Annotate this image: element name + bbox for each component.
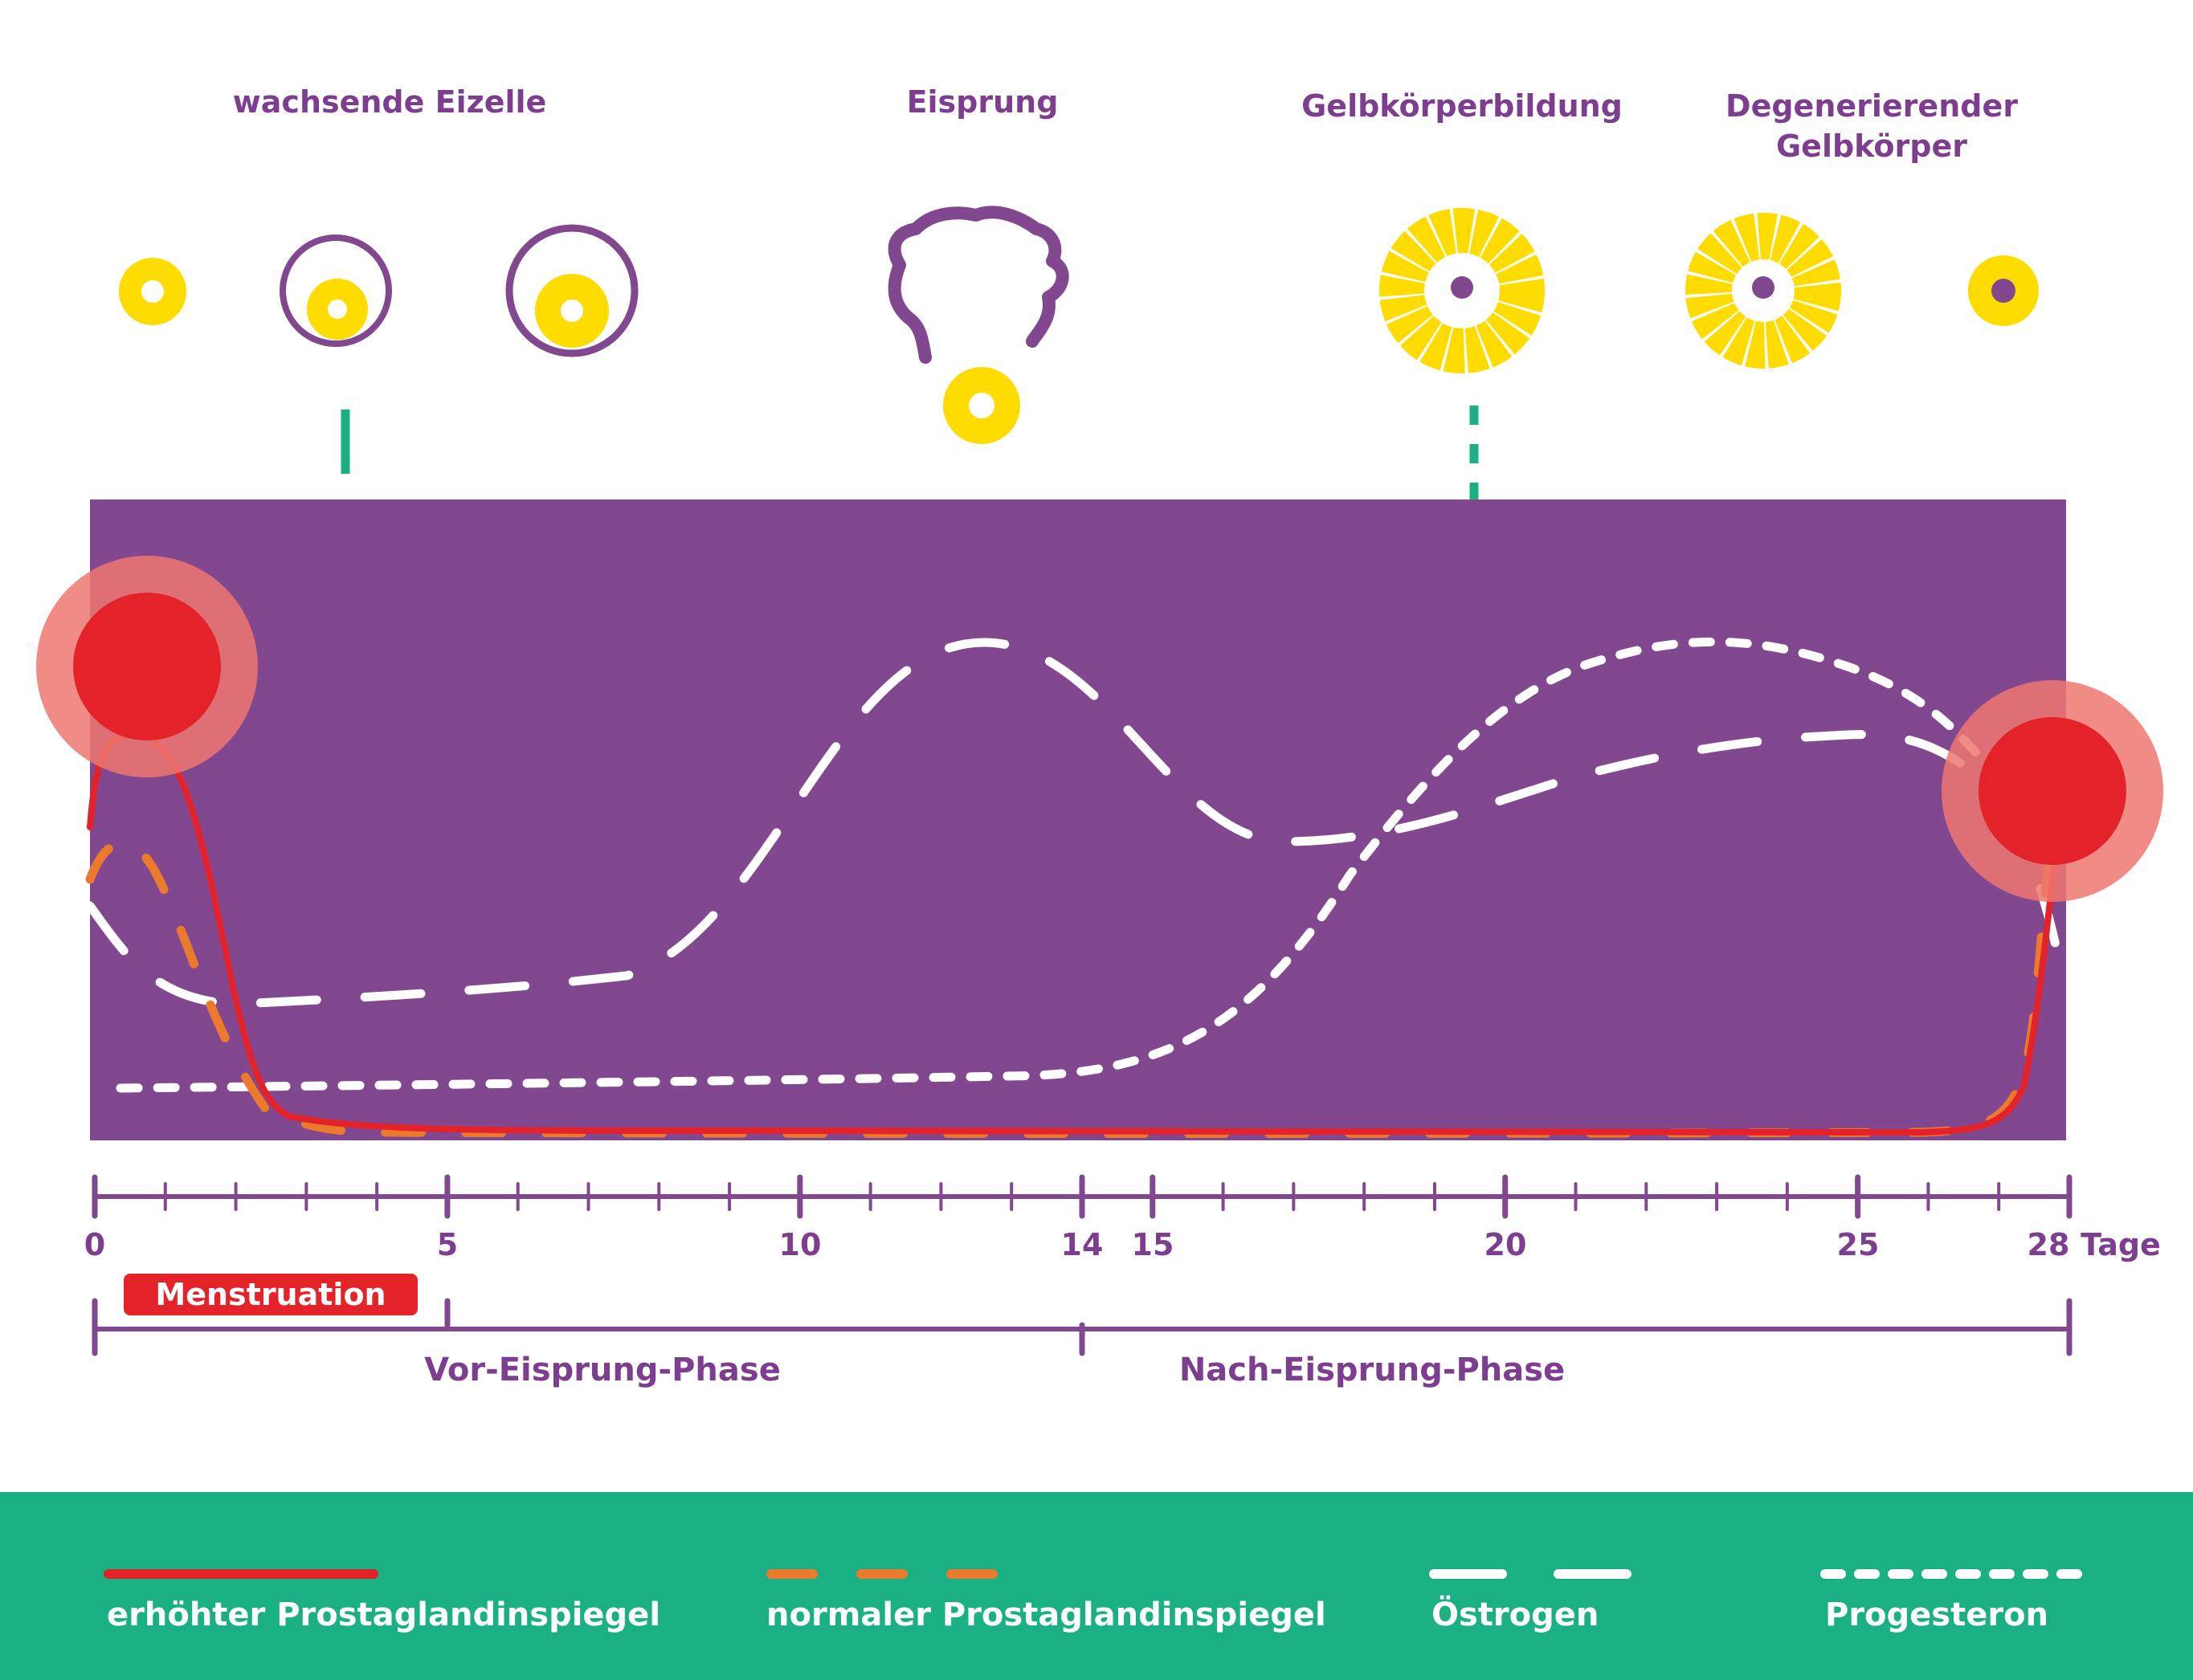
- phase-label-pre-ovulation: Vor-Eisprung-Phase: [424, 1352, 781, 1388]
- menstruation-badge: Menstruation: [124, 1274, 418, 1315]
- tick-label-25: 25: [1836, 1227, 1880, 1262]
- progesterone-curve: [116, 637, 1997, 1093]
- tick-label-28: 28: [2027, 1227, 2070, 1262]
- egg-large-icon: [535, 274, 609, 348]
- corpus-luteum-core-dot: [1451, 276, 1473, 299]
- released-egg-icon: [943, 367, 1020, 444]
- legend: erhöhter Prostaglandinspiegel normaler P…: [0, 1492, 2193, 1680]
- stage-label-ovulation: Eisprung: [906, 84, 1059, 120]
- estrogen-curve: [85, 638, 2069, 1009]
- axis-ticks: [92, 1174, 2073, 1219]
- legend-label-normal-prostaglandin: normaler Prostaglandinspiegel: [766, 1596, 1326, 1633]
- phase-bracket: [92, 1298, 2073, 1356]
- tick-label-5: 5: [436, 1227, 459, 1262]
- legend-label-high-prostaglandin: erhöhter Prostaglandinspiegel: [107, 1596, 661, 1633]
- high-prostaglandin-curve: [87, 731, 2061, 1136]
- stage-label-degenerating-line2: Gelbkörper: [1775, 128, 1967, 164]
- degenerating-corpus-icon: [1685, 213, 1841, 369]
- tick-label-15: 15: [1131, 1227, 1174, 1262]
- tick-label-20: 20: [1484, 1227, 1527, 1262]
- axis-unit-label: Tage: [2081, 1227, 2161, 1262]
- tick-label-0: 0: [84, 1227, 106, 1262]
- stage-label-corpus-luteum: Gelbkörperbildung: [1301, 88, 1623, 124]
- egg-medium-icon: [307, 279, 368, 340]
- egg-small-icon: [119, 258, 186, 325]
- tick-label-14: 14: [1060, 1227, 1104, 1262]
- legend-label-progesterone: Progesteron: [1825, 1596, 2049, 1633]
- ruptured-follicle-icon: [888, 206, 1069, 364]
- stage-label-degenerating: Degenerierender Gelbkörper: [1725, 86, 2018, 166]
- small-corpus-core-dot: [1991, 279, 2015, 303]
- phase-label-post-ovulation: Nach-Eisprung-Phase: [1178, 1352, 1566, 1388]
- menstruation-start-dot: [73, 593, 221, 740]
- degenerating-core-dot: [1752, 276, 1774, 299]
- stage-label-degenerating-line1: Degenerierender: [1725, 88, 2018, 124]
- stage-label-growing: wachsende Eizelle: [232, 84, 547, 120]
- corpus-luteum-icon: [1379, 208, 1545, 373]
- day-axis: [92, 1174, 2073, 1219]
- follicle-outline-1: [280, 234, 392, 347]
- tick-label-10: 10: [778, 1227, 822, 1262]
- chart-panel: [90, 500, 2066, 1140]
- normal-prostaglandin-curve: [85, 838, 2053, 1138]
- legend-label-estrogen: Östrogen: [1431, 1596, 1599, 1633]
- menstruation-end-dot: [1979, 717, 2126, 865]
- follicle-outline-2: [505, 224, 639, 357]
- legend-swatches: [104, 1569, 2084, 1579]
- stage-illustrations: [119, 206, 2039, 444]
